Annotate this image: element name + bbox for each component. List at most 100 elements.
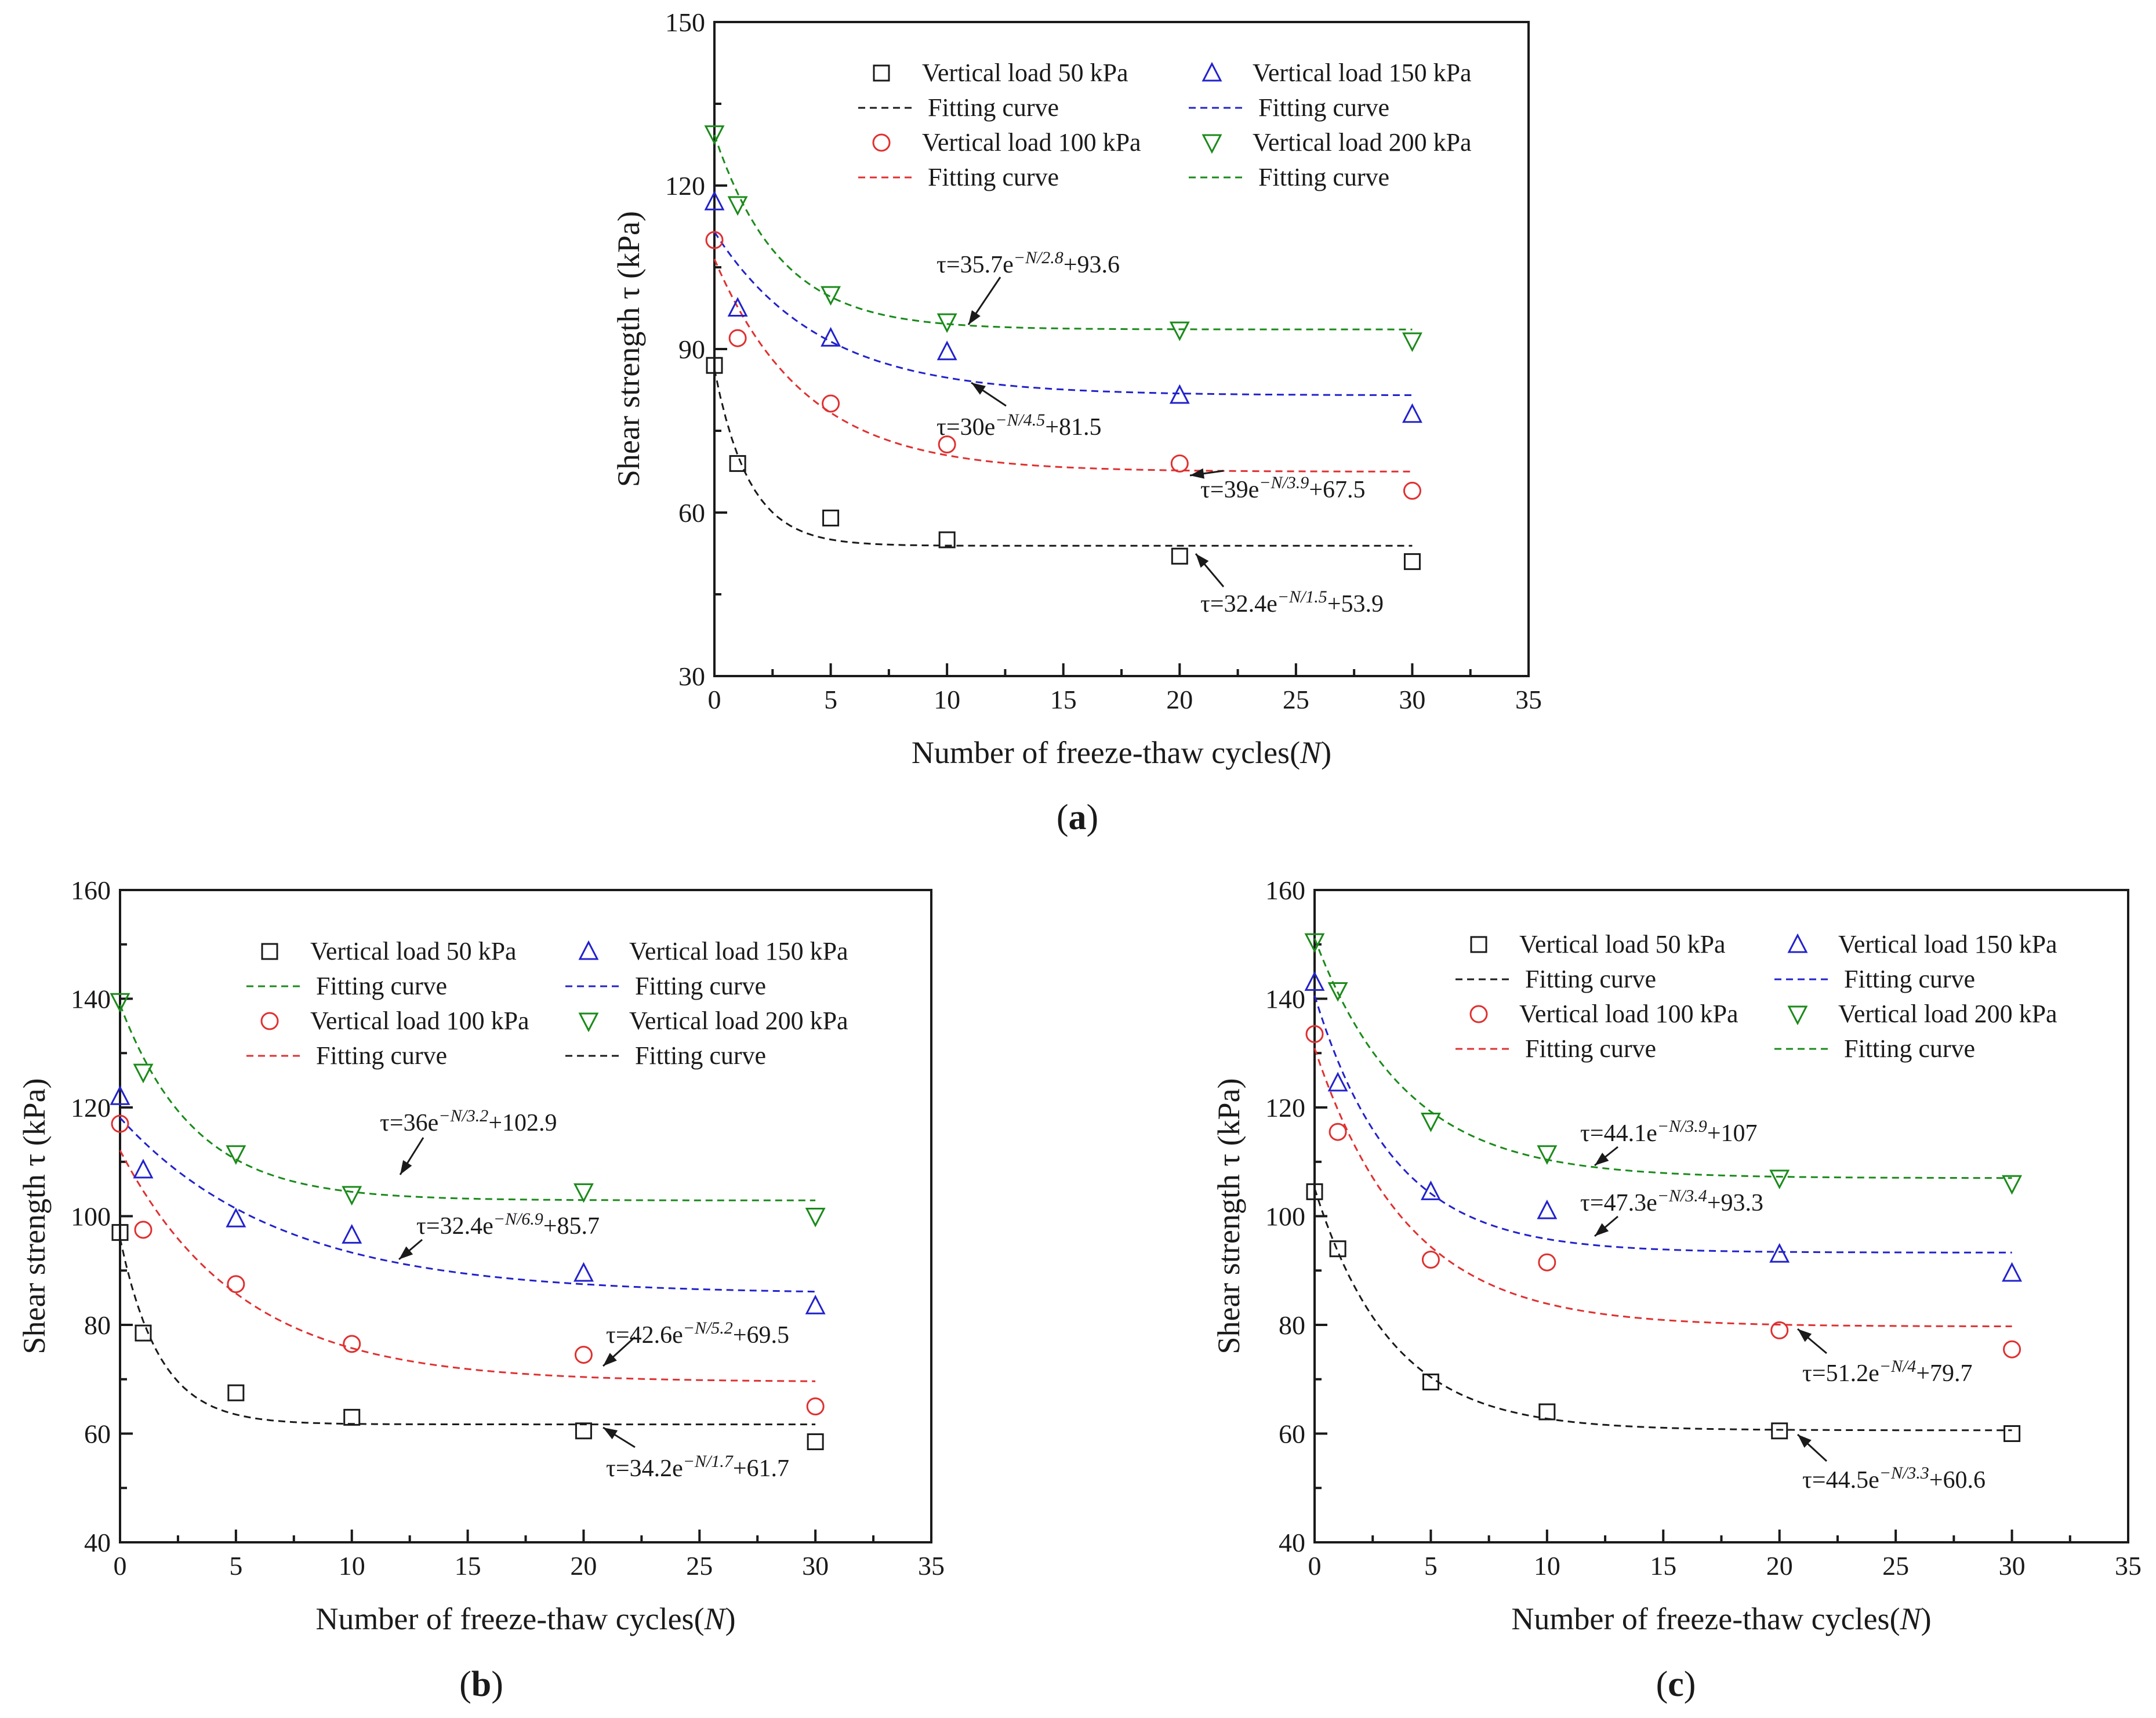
x-axis-title-open: ( bbox=[1890, 1601, 1900, 1636]
data-point bbox=[938, 435, 956, 453]
fit-equation: τ=32.4e−N/6.9+85.7 bbox=[416, 1209, 600, 1240]
fit-equation: τ=47.3e−N/3.4+93.3 bbox=[1580, 1186, 1763, 1217]
data-point bbox=[1420, 1112, 1441, 1132]
data-point bbox=[937, 340, 957, 361]
fit-equation: τ=36e−N/3.2+102.9 bbox=[380, 1106, 557, 1137]
legend-label: Fitting curve bbox=[1525, 1034, 1656, 1063]
legend-marker bbox=[1469, 1005, 1488, 1023]
equation-constant: +61.7 bbox=[733, 1455, 789, 1482]
panel-label: (b) bbox=[459, 1665, 503, 1704]
x-tick-label: 20 bbox=[1166, 685, 1193, 714]
equation-exponent: −N/1.5 bbox=[1277, 587, 1327, 606]
legend-label: Vertical load 200 kPa bbox=[1253, 128, 1472, 157]
y-tick-label: 40 bbox=[1279, 1528, 1305, 1557]
x-tick-label: 30 bbox=[1999, 1551, 2026, 1581]
data-point bbox=[574, 1346, 593, 1364]
data-point bbox=[1169, 321, 1190, 342]
legend-marker bbox=[578, 940, 599, 960]
annotation-arrow-head bbox=[1190, 468, 1205, 479]
data-point bbox=[704, 190, 725, 210]
legend-label: Fitting curve bbox=[635, 972, 766, 1000]
annotation-arrow-head bbox=[1798, 1329, 1812, 1342]
y-tick-label: 140 bbox=[71, 985, 111, 1014]
data-point bbox=[110, 1085, 130, 1105]
legend-label: Vertical load 150 kPa bbox=[1253, 59, 1472, 87]
x-axis-title-open: ( bbox=[1290, 735, 1300, 770]
data-point bbox=[343, 1335, 361, 1353]
x-tick-label: 15 bbox=[1050, 685, 1077, 714]
fit-curve bbox=[713, 135, 1413, 330]
data-point bbox=[573, 1183, 594, 1203]
legend-marker bbox=[1470, 936, 1487, 953]
data-point bbox=[727, 196, 748, 216]
data-point bbox=[805, 1208, 826, 1227]
fit-curve bbox=[1313, 1048, 2012, 1327]
fit-equation: τ=44.5e−N/3.3+60.6 bbox=[1802, 1463, 1986, 1494]
equation-exponent: −N/3.2 bbox=[438, 1106, 488, 1125]
equation-base: τ=44.1e bbox=[1580, 1120, 1657, 1147]
data-point bbox=[575, 1422, 592, 1440]
legend-label: Fitting curve bbox=[928, 163, 1059, 191]
x-axis-title-text: Number of freeze-thaw cycles bbox=[315, 1601, 694, 1636]
x-tick-label: 0 bbox=[114, 1551, 127, 1581]
x-tick-label: 30 bbox=[802, 1551, 829, 1581]
x-tick-label: 35 bbox=[918, 1551, 945, 1581]
legend-label: Fitting curve bbox=[316, 1041, 447, 1070]
x-tick-label: 25 bbox=[686, 1551, 713, 1581]
y-tick-label: 100 bbox=[1265, 1202, 1305, 1232]
y-axis-title: Shear strength τ (kPa) bbox=[17, 1078, 52, 1354]
fit-equation: τ=39e−N/3.9+67.5 bbox=[1200, 473, 1366, 504]
panel-label-open: ( bbox=[459, 1665, 471, 1704]
fit-equation: τ=30e−N/4.5+81.5 bbox=[937, 411, 1102, 441]
data-point bbox=[705, 231, 724, 249]
equation-exponent: −N/3.3 bbox=[1879, 1463, 1929, 1483]
data-point bbox=[1537, 1199, 1558, 1219]
data-point bbox=[1304, 971, 1325, 991]
data-point bbox=[1171, 547, 1188, 565]
x-axis-title-text: Number of freeze-thaw cycles bbox=[912, 735, 1290, 770]
data-point bbox=[1170, 454, 1189, 473]
equation-constant: +102.9 bbox=[488, 1110, 557, 1136]
fit-curve bbox=[713, 369, 1413, 547]
x-tick-label: 5 bbox=[1424, 1551, 1438, 1581]
data-point bbox=[133, 1158, 154, 1179]
legend-marker bbox=[873, 64, 890, 82]
legend-label: Vertical load 100 kPa bbox=[310, 1007, 529, 1035]
data-point bbox=[111, 1114, 129, 1133]
y-axis-title: Shear strength τ (kPa) bbox=[611, 211, 646, 487]
annotation-arrow-head bbox=[603, 1428, 618, 1440]
fit-curve bbox=[1313, 1188, 2012, 1432]
fit-curve bbox=[1313, 995, 2012, 1254]
fit-curve bbox=[119, 1150, 816, 1382]
x-tick-label: 0 bbox=[708, 685, 721, 714]
data-point bbox=[227, 1275, 245, 1294]
data-point bbox=[1327, 982, 1348, 1002]
legend-label: Vertical load 150 kPa bbox=[1838, 930, 2057, 958]
data-point bbox=[1403, 553, 1421, 571]
data-point bbox=[1402, 332, 1422, 353]
x-tick-label: 5 bbox=[229, 1551, 242, 1581]
legend-label: Fitting curve bbox=[1844, 1034, 1975, 1063]
equation-constant: +107 bbox=[1707, 1120, 1758, 1147]
x-tick-label: 10 bbox=[339, 1551, 365, 1581]
panel-label-letter: b bbox=[471, 1665, 491, 1704]
data-point bbox=[1769, 1169, 1790, 1190]
x-tick-label: 10 bbox=[934, 685, 960, 714]
data-point bbox=[1329, 1240, 1346, 1258]
y-tick-label: 120 bbox=[1265, 1093, 1305, 1123]
fit-curve bbox=[119, 1117, 816, 1293]
chart-panel-c: 0 5 10 15 20 25 30 35 40 60 80 100 120 140 160 Number o… bbox=[1211, 876, 2142, 1704]
panel-label: (c) bbox=[1656, 1665, 1696, 1704]
equation-base: τ=47.3e bbox=[1580, 1190, 1657, 1216]
plot-frame bbox=[713, 21, 1530, 677]
legend-marker bbox=[1202, 61, 1222, 82]
y-tick-label: 80 bbox=[84, 1310, 111, 1340]
x-axis-title-var: N bbox=[1900, 1601, 1923, 1636]
data-point bbox=[1421, 1251, 1440, 1269]
equation-constant: +60.6 bbox=[1929, 1467, 1986, 1494]
annotation-arrow-head bbox=[603, 1353, 617, 1366]
y-tick-label: 60 bbox=[84, 1419, 111, 1449]
x-tick-label: 20 bbox=[1766, 1551, 1793, 1581]
equation-constant: +93.3 bbox=[1707, 1190, 1763, 1216]
legend-label: Vertical load 150 kPa bbox=[629, 937, 848, 965]
